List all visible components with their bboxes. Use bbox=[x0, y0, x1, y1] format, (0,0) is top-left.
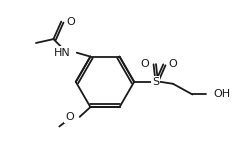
Text: OH: OH bbox=[214, 90, 231, 99]
Text: O: O bbox=[168, 59, 177, 69]
Text: S: S bbox=[152, 77, 159, 87]
Text: O: O bbox=[140, 59, 149, 69]
Text: O: O bbox=[66, 17, 75, 27]
Text: HN: HN bbox=[54, 48, 71, 58]
Text: O: O bbox=[65, 112, 74, 122]
